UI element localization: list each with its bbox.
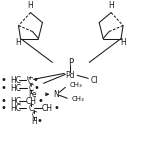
Text: N: N [53, 90, 59, 99]
Text: •: • [1, 75, 6, 85]
Text: Fe: Fe [28, 90, 37, 99]
Text: CH: CH [42, 104, 53, 113]
Text: P: P [68, 58, 73, 67]
Text: CH₃: CH₃ [71, 96, 84, 102]
Text: H: H [26, 76, 31, 81]
Text: HC: HC [11, 97, 22, 106]
Text: H: H [28, 1, 33, 10]
Text: •: • [53, 103, 59, 113]
Text: H: H [120, 38, 126, 47]
Text: •: • [33, 75, 38, 85]
Text: C: C [28, 77, 33, 86]
Text: C: C [29, 104, 34, 113]
Text: CH: CH [26, 97, 37, 106]
Text: CH₃: CH₃ [69, 82, 82, 88]
Text: HC: HC [11, 84, 22, 93]
Text: •: • [1, 83, 6, 93]
Text: H: H [108, 1, 114, 10]
Text: •: • [37, 116, 42, 126]
Text: HC: HC [11, 76, 22, 85]
Text: •: • [1, 96, 6, 106]
Text: H: H [16, 38, 21, 47]
Text: C: C [29, 84, 34, 93]
Text: •: • [38, 96, 43, 106]
Text: •: • [34, 83, 39, 93]
Text: Cl: Cl [91, 76, 98, 85]
Text: •: • [1, 103, 6, 113]
Text: H: H [32, 117, 37, 126]
Text: Pd: Pd [66, 71, 75, 80]
Text: C: C [32, 111, 37, 120]
Text: HC: HC [11, 104, 22, 113]
